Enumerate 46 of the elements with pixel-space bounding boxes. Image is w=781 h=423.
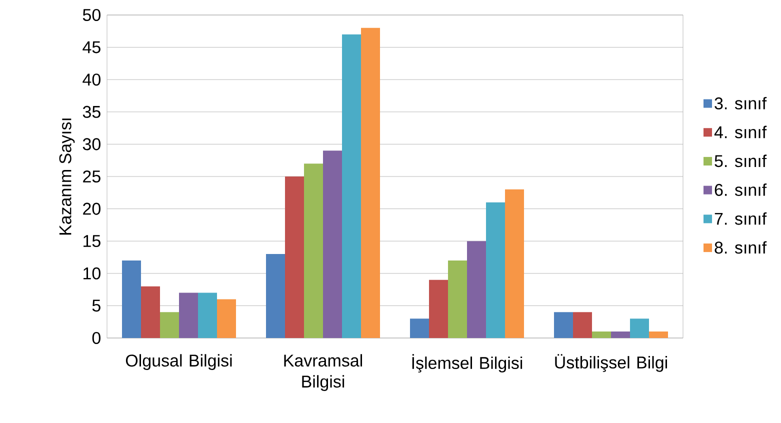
y-tick-label: 15	[84, 235, 100, 248]
legend-label: 7. sınıf	[714, 212, 767, 225]
y-tick-label: 5	[92, 300, 100, 312]
bar	[285, 176, 304, 338]
bar	[217, 299, 236, 338]
y-tick-label: 35	[82, 106, 100, 118]
legend-label: 5. sınıf	[714, 154, 767, 168]
bar	[448, 260, 468, 338]
bar	[649, 332, 668, 338]
bar	[198, 292, 218, 338]
bar	[266, 254, 286, 338]
bar	[467, 241, 486, 338]
bar	[630, 318, 650, 338]
bar	[611, 332, 630, 338]
y-tick-label: 40	[82, 74, 100, 86]
bar	[160, 312, 179, 338]
bar	[486, 202, 506, 338]
bar	[554, 312, 574, 338]
legend-label: 6. sınıf	[714, 184, 767, 196]
x-tick-label: Olgusal Bilgisi	[126, 354, 232, 370]
y-tick-label: 10	[84, 267, 100, 280]
bar	[179, 292, 198, 338]
legend-label: 8. sınıf	[714, 241, 767, 254]
y-tick-label: 30	[82, 138, 100, 150]
bar	[304, 164, 323, 338]
bar	[505, 189, 524, 338]
bar	[323, 150, 342, 338]
bar	[141, 286, 160, 338]
y-tick-label: 50	[82, 8, 100, 22]
y-axis-title: Kazanım Sayısı	[59, 118, 75, 235]
x-tick-label: Kavramsal Bilgisi	[284, 354, 362, 391]
bar	[429, 280, 448, 338]
bar	[592, 332, 611, 338]
y-tick-label: 25	[83, 170, 100, 183]
bar	[361, 28, 380, 338]
bar	[573, 312, 592, 338]
bar	[122, 260, 141, 338]
y-tick-label: 20	[83, 202, 100, 215]
y-tick-label: 0	[92, 332, 100, 344]
x-tick-label: Üstbilişsel Bilgi	[555, 354, 667, 372]
x-tick-label: İşlemsel Bilgisi	[412, 354, 522, 372]
y-tick-label: 45	[82, 41, 100, 54]
bar	[342, 34, 361, 338]
legend-label: 4. sınıf	[714, 126, 767, 138]
legend-label: 3. sınıf	[714, 96, 767, 110]
bar	[410, 318, 429, 338]
